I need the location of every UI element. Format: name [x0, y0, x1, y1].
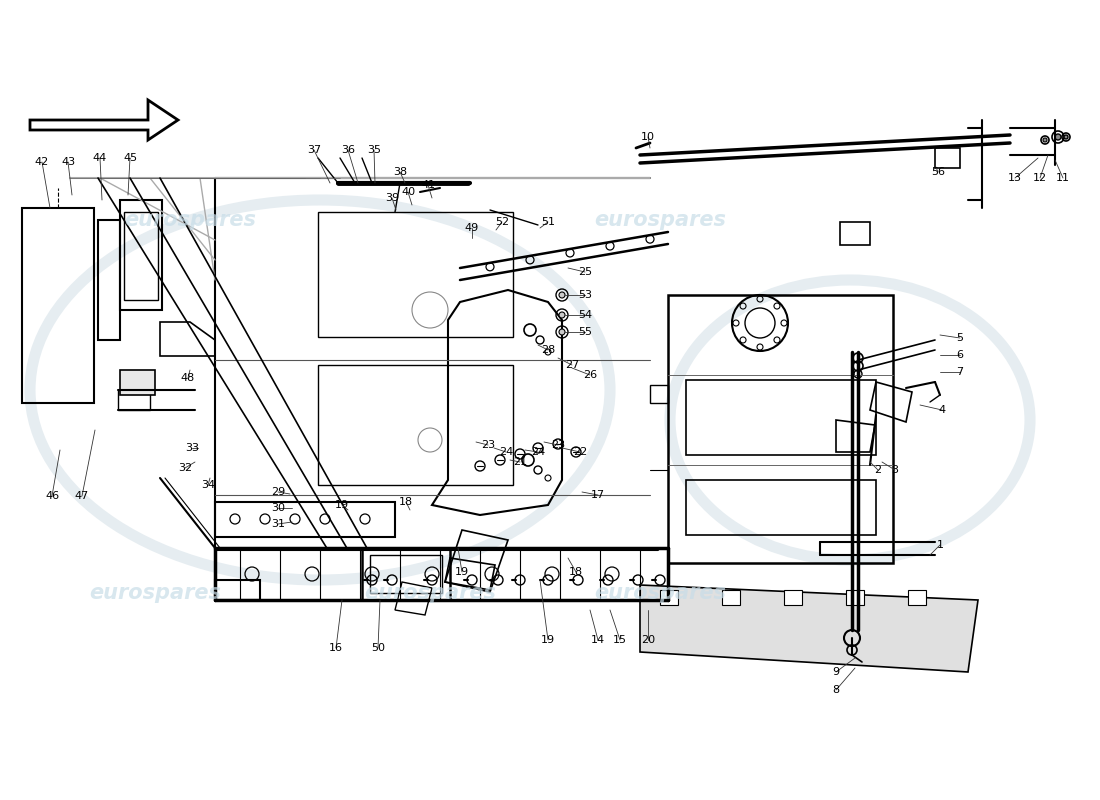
Text: 4: 4 [938, 405, 946, 415]
Text: 23: 23 [481, 440, 495, 450]
Text: 19: 19 [455, 567, 469, 577]
Bar [318, 212, 513, 337]
Bar [120, 200, 162, 310]
Text: eurospares: eurospares [594, 210, 726, 230]
Text: 23: 23 [551, 440, 565, 450]
Text: 15: 15 [613, 635, 627, 645]
Text: 13: 13 [1008, 173, 1022, 183]
Text: 46: 46 [45, 491, 59, 501]
Bar [650, 385, 668, 403]
Text: 29: 29 [271, 487, 285, 497]
Text: 51: 51 [541, 217, 556, 227]
Text: 17: 17 [591, 490, 605, 500]
Text: 8: 8 [833, 685, 839, 695]
Text: eurospares: eurospares [89, 583, 221, 603]
Text: 20: 20 [641, 635, 656, 645]
Polygon shape [30, 100, 178, 140]
Text: 37: 37 [307, 145, 321, 155]
Text: 6: 6 [957, 350, 964, 360]
Text: 27: 27 [565, 360, 579, 370]
Text: 9: 9 [833, 667, 839, 677]
Text: 11: 11 [1056, 173, 1070, 183]
Bar [668, 295, 893, 563]
Circle shape [1043, 138, 1047, 142]
Text: 21: 21 [513, 457, 527, 467]
Bar [214, 580, 260, 600]
Bar [362, 548, 450, 600]
Bar [124, 212, 158, 300]
Text: 12: 12 [1033, 173, 1047, 183]
Text: 5: 5 [957, 333, 964, 343]
Text: eurospares: eurospares [124, 210, 256, 230]
Text: 41: 41 [421, 180, 436, 190]
Circle shape [559, 329, 565, 335]
Circle shape [1055, 134, 1061, 140]
Polygon shape [660, 590, 678, 605]
Text: 56: 56 [931, 167, 945, 177]
Text: 2: 2 [874, 465, 881, 475]
Text: 7: 7 [956, 367, 964, 377]
Text: 45: 45 [123, 153, 138, 163]
Text: 44: 44 [92, 153, 107, 163]
Text: 32: 32 [178, 463, 192, 473]
Text: 43: 43 [60, 157, 75, 167]
Text: 34: 34 [201, 480, 216, 490]
Text: 30: 30 [271, 503, 285, 513]
Text: 19: 19 [541, 635, 556, 645]
Text: 24: 24 [499, 447, 513, 457]
Text: 25: 25 [578, 267, 592, 277]
Circle shape [559, 292, 565, 298]
Circle shape [1064, 135, 1068, 139]
Bar [370, 555, 442, 593]
Text: 49: 49 [465, 223, 480, 233]
Polygon shape [908, 590, 926, 605]
Text: 48: 48 [180, 373, 195, 383]
Text: 35: 35 [367, 145, 381, 155]
Text: 55: 55 [578, 327, 592, 337]
Text: eurospares: eurospares [364, 583, 496, 603]
Circle shape [559, 312, 565, 318]
Text: 42: 42 [35, 157, 50, 167]
Text: 52: 52 [495, 217, 509, 227]
Bar [318, 365, 513, 485]
Text: 22: 22 [573, 447, 587, 457]
Text: 1: 1 [936, 540, 944, 550]
Text: 18: 18 [569, 567, 583, 577]
Text: 47: 47 [75, 491, 89, 501]
Text: 18: 18 [399, 497, 414, 507]
Text: 14: 14 [591, 635, 605, 645]
Polygon shape [640, 585, 978, 672]
Polygon shape [722, 590, 740, 605]
Text: 3: 3 [891, 465, 899, 475]
Bar [686, 480, 876, 535]
Text: eurospares: eurospares [594, 583, 726, 603]
Bar [98, 220, 120, 340]
Polygon shape [846, 590, 864, 605]
Text: 39: 39 [385, 193, 399, 203]
Text: 33: 33 [185, 443, 199, 453]
Text: 31: 31 [271, 519, 285, 529]
Bar [22, 208, 94, 403]
Bar [686, 380, 876, 455]
Text: 26: 26 [583, 370, 597, 380]
Text: 28: 28 [541, 345, 556, 355]
Bar [214, 502, 395, 537]
Text: 53: 53 [578, 290, 592, 300]
Text: 16: 16 [329, 643, 343, 653]
Text: 40: 40 [400, 187, 415, 197]
Text: 54: 54 [578, 310, 592, 320]
Text: 19: 19 [334, 500, 349, 510]
Text: 36: 36 [341, 145, 355, 155]
Bar [120, 370, 155, 395]
Polygon shape [784, 590, 802, 605]
Text: 10: 10 [641, 132, 654, 142]
Text: 50: 50 [371, 643, 385, 653]
Bar [935, 148, 960, 168]
Text: 38: 38 [393, 167, 407, 177]
Text: 24: 24 [531, 447, 546, 457]
